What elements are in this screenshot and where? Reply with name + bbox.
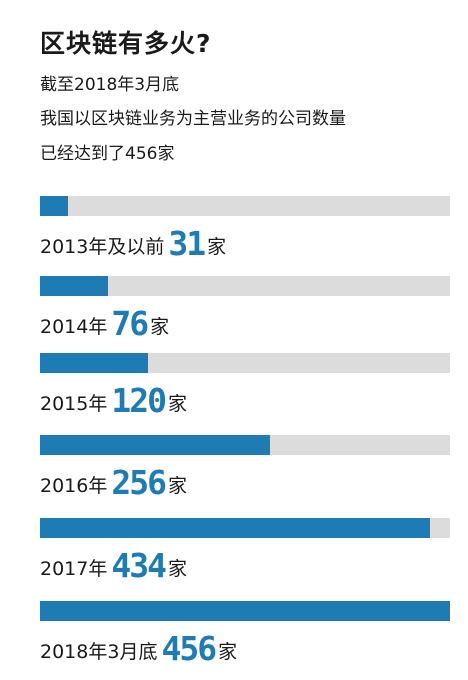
subtitle-line-3: 已经达到了456家 (40, 144, 175, 164)
bar-track (40, 196, 450, 216)
chart-title: 区块链有多火? (40, 29, 212, 58)
bar-category: 2014年 (40, 316, 108, 338)
bar-2013 (40, 196, 68, 216)
bar-label-2016: 2016年 256 家 (40, 461, 187, 501)
bar-unit: 家 (167, 558, 187, 580)
bar-label-2015: 2015年 120 家 (40, 379, 187, 419)
bar-label-2018-march: 2018年3月底 456 家 (40, 627, 237, 667)
bar-value: 76 (111, 304, 149, 343)
bar-category: 2017年 (40, 558, 108, 580)
bar-category: 2016年 (40, 475, 108, 497)
bar-category: 2015年 (40, 393, 108, 415)
bar-unit: 家 (207, 236, 227, 258)
bar-category: 2018年3月底 (40, 641, 158, 663)
bar-unit: 家 (150, 316, 170, 338)
bar-unit: 家 (218, 641, 238, 663)
bar-value: 434 (111, 546, 167, 585)
bar-2015 (40, 353, 148, 373)
bar-2014 (40, 276, 108, 296)
bar-track (40, 276, 450, 296)
bar-2017 (40, 518, 430, 538)
bar-label-2017: 2017年 434 家 (40, 544, 187, 584)
bar-category: 2013年及以前 (40, 236, 165, 258)
bar-value: 256 (111, 463, 167, 502)
bar-unit: 家 (167, 393, 187, 415)
bar-value: 31 (168, 224, 206, 263)
bar-label-2014: 2014年 76 家 (40, 302, 169, 342)
bar-value: 456 (161, 629, 217, 668)
bar-2018-march (40, 601, 450, 621)
bar-unit: 家 (167, 475, 187, 497)
bar-value: 120 (111, 381, 167, 420)
bar-2016 (40, 435, 270, 455)
subtitle-line-1: 截至2018年3月底 (40, 75, 180, 95)
subtitle-line-2: 我国以区块链业务为主营业务的公司数量 (40, 109, 346, 129)
bar-label-2013: 2013年及以前 31 家 (40, 222, 226, 262)
